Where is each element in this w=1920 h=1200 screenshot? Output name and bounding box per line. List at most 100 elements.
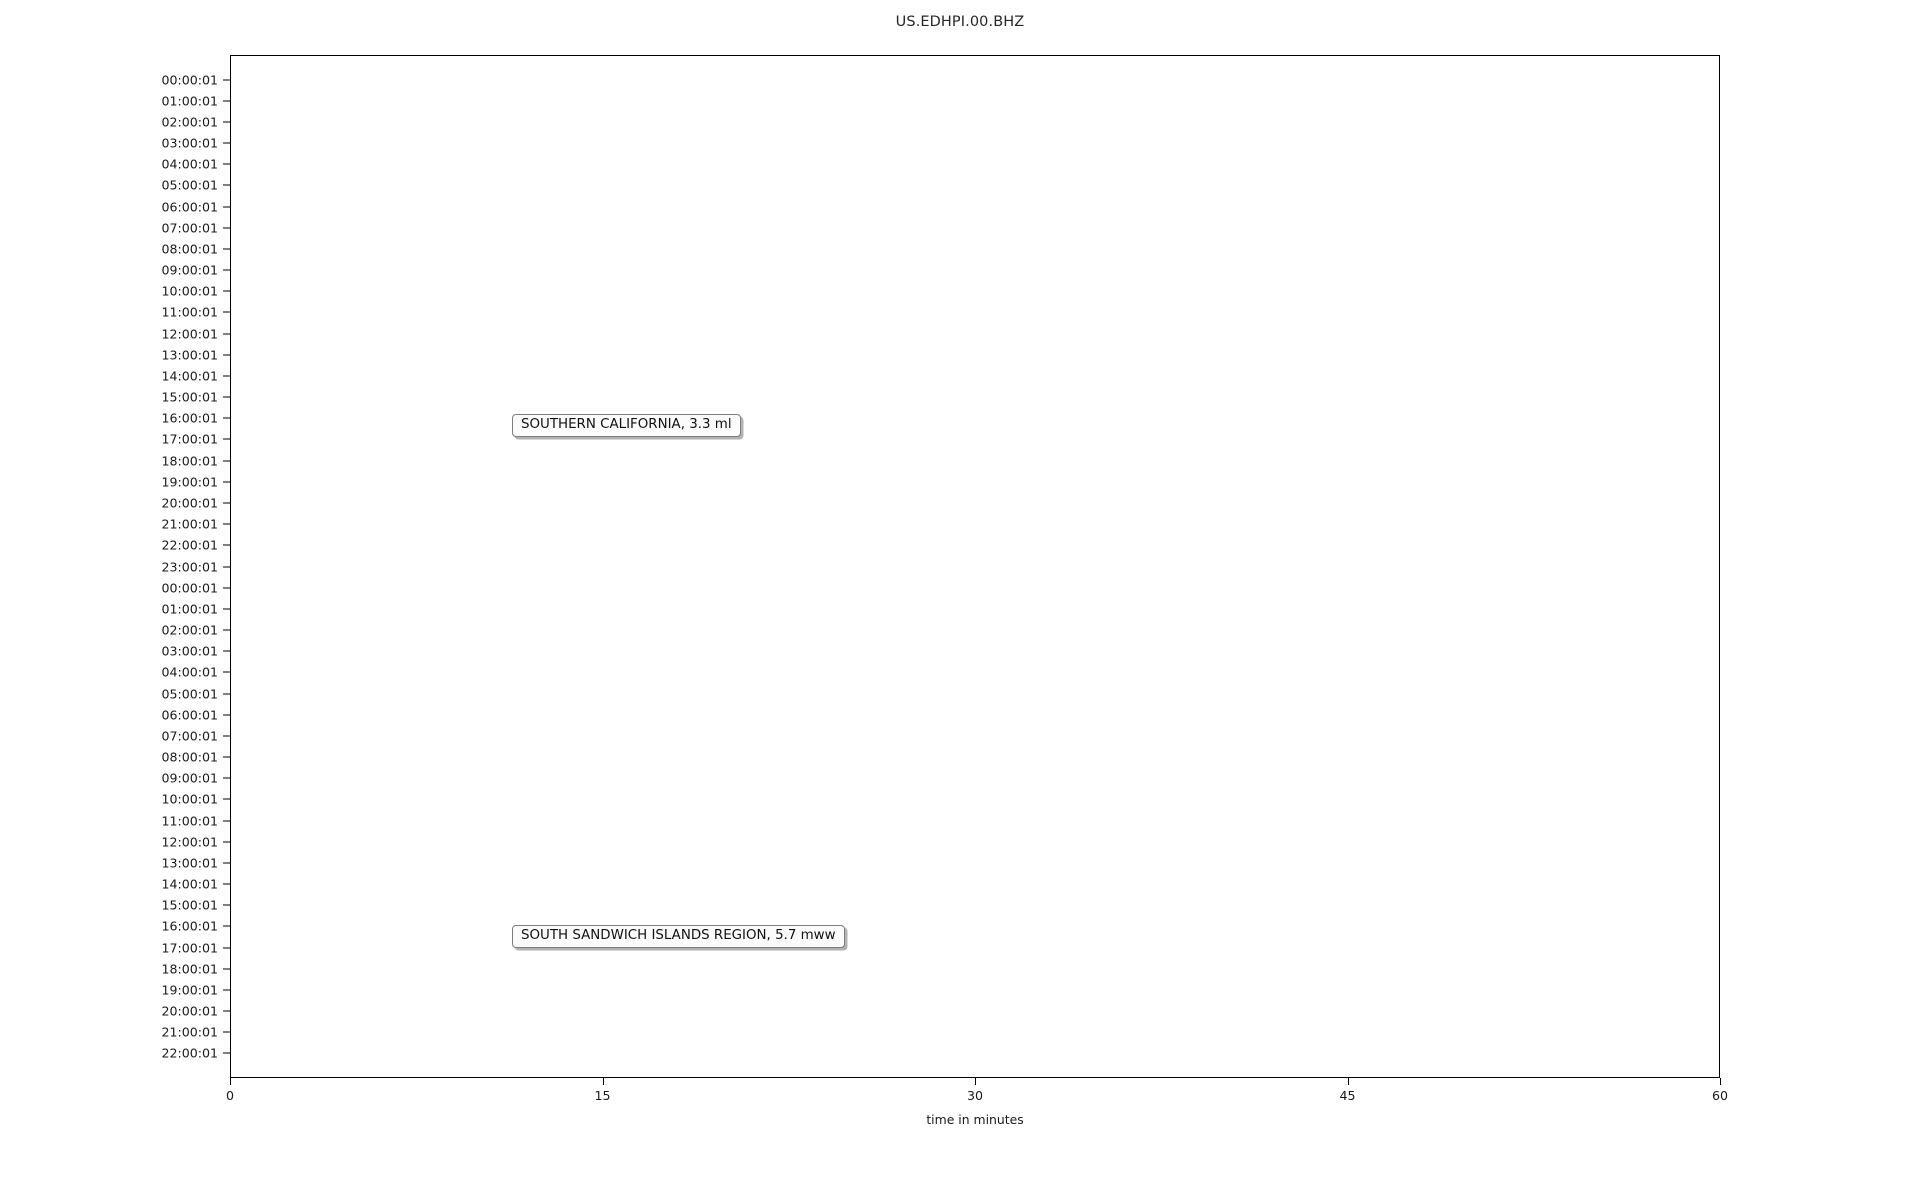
y-tick-mark — [223, 587, 230, 589]
y-tick-mark — [223, 100, 230, 102]
y-tick-label: 16:00:01 — [161, 410, 218, 426]
y-tick-label: 23:00:01 — [161, 559, 218, 574]
y-tick-mark — [223, 925, 230, 927]
y-tick-mark — [223, 417, 230, 419]
y-tick-mark — [223, 1010, 230, 1012]
y-tick-mark — [223, 883, 230, 885]
y-tick-label: 20:00:01 — [161, 495, 218, 511]
y-tick-label: 15:00:01 — [161, 389, 218, 405]
y-tick-mark — [223, 248, 230, 250]
y-tick-label: 19:00:01 — [161, 474, 218, 490]
y-tick-label: 00:00:01 — [161, 580, 218, 596]
y-tick-mark — [223, 184, 230, 186]
y-tick-label: 06:00:01 — [161, 707, 218, 723]
y-tick-label: 21:00:01 — [161, 516, 218, 532]
y-tick-label: 12:00:01 — [161, 834, 218, 850]
y-tick-label: 03:00:01 — [161, 643, 218, 659]
y-tick-label: 02:00:01 — [161, 622, 218, 638]
x-tick-mark — [602, 1078, 604, 1085]
y-tick-label: 10:00:01 — [161, 283, 218, 299]
y-tick-label: 01:00:01 — [161, 93, 218, 109]
y-tick-mark — [223, 798, 230, 800]
y-tick-mark — [223, 544, 230, 546]
y-tick-label: 09:00:01 — [161, 262, 218, 278]
y-tick-mark — [223, 311, 230, 313]
y-tick-mark — [223, 121, 230, 123]
y-tick-mark — [223, 227, 230, 229]
y-tick-label: 14:00:01 — [161, 876, 218, 892]
anno-south-sandwich[interactable]: SOUTH SANDWICH ISLANDS REGION, 5.7 mww — [512, 925, 845, 949]
y-tick-label: 18:00:01 — [161, 453, 218, 469]
x-tick-label: 60 — [1711, 1088, 1729, 1103]
y-tick-mark — [223, 693, 230, 695]
y-tick-mark — [223, 608, 230, 610]
plot-frame — [230, 55, 1720, 1078]
y-tick-label: 05:00:01 — [161, 177, 218, 193]
y-tick-label: 00:00:01 — [161, 72, 218, 88]
y-tick-mark — [223, 777, 230, 779]
y-tick-mark — [223, 333, 230, 335]
y-tick-label: 12:00:01 — [161, 326, 218, 342]
y-tick-mark — [223, 206, 230, 208]
y-tick-label: 07:00:01 — [161, 220, 218, 236]
y-tick-label: 10:00:01 — [161, 791, 218, 807]
x-tick-mark — [1347, 1078, 1349, 1085]
y-tick-label: 22:00:01 — [161, 1045, 218, 1061]
y-tick-mark — [223, 566, 230, 567]
y-tick-label: 21:00:01 — [161, 1024, 218, 1040]
x-tick-mark — [230, 1078, 231, 1085]
y-tick-mark — [223, 142, 230, 144]
page-title: US.EDHPI.00.BHZ — [895, 14, 1025, 30]
y-tick-label: 17:00:01 — [161, 940, 218, 956]
x-tick-label: 45 — [1339, 1088, 1356, 1103]
y-tick-mark — [223, 290, 230, 292]
anno-southern-california[interactable]: SOUTHERN CALIFORNIA, 3.3 ml — [512, 414, 741, 438]
y-tick-label: 13:00:01 — [161, 347, 218, 363]
y-tick-label: 15:00:01 — [161, 897, 218, 913]
y-tick-label: 17:00:01 — [161, 431, 218, 447]
y-tick-mark — [223, 438, 230, 440]
x-tick-label: 30 — [966, 1088, 984, 1103]
y-tick-label: 19:00:01 — [161, 982, 218, 998]
y-tick-label: 16:00:01 — [161, 918, 218, 934]
y-tick-mark — [223, 79, 230, 81]
y-tick-label: 08:00:01 — [161, 241, 218, 257]
y-tick-label: 14:00:01 — [161, 368, 218, 384]
y-tick-mark — [223, 629, 230, 631]
y-tick-label: 04:00:01 — [161, 664, 218, 680]
y-tick-label: 11:00:01 — [161, 813, 218, 829]
y-tick-mark — [223, 375, 230, 377]
y-tick-mark — [223, 989, 230, 991]
y-tick-mark — [223, 714, 230, 716]
y-tick-label: 13:00:01 — [161, 855, 218, 871]
y-tick-mark — [223, 968, 230, 970]
y-tick-mark — [223, 862, 230, 864]
y-tick-mark — [223, 650, 230, 652]
y-tick-mark — [223, 904, 230, 906]
y-tick-label: 04:00:01 — [161, 156, 218, 172]
y-tick-mark — [223, 735, 230, 737]
x-axis-title: time in minutes — [926, 1112, 1024, 1127]
y-tick-label: 22:00:01 — [161, 537, 218, 553]
y-tick-label: 08:00:01 — [161, 749, 218, 765]
y-tick-mark — [223, 396, 230, 398]
y-tick-mark — [223, 460, 230, 462]
y-tick-label: 18:00:01 — [161, 961, 218, 977]
y-tick-mark — [223, 354, 230, 356]
x-tick-label: 0 — [225, 1088, 235, 1103]
y-tick-label: 20:00:01 — [161, 1003, 218, 1019]
y-tick-mark — [223, 1052, 230, 1054]
y-tick-mark — [223, 163, 230, 165]
x-tick-mark — [1720, 1078, 1721, 1085]
y-tick-label: 11:00:01 — [161, 304, 218, 320]
y-tick-mark — [223, 481, 230, 483]
y-tick-label: 07:00:01 — [161, 728, 218, 744]
y-tick-mark — [223, 820, 230, 822]
x-tick-label: 15 — [594, 1088, 611, 1103]
y-tick-label: 02:00:01 — [161, 114, 218, 130]
y-tick-mark — [223, 947, 230, 949]
x-tick-mark — [975, 1078, 976, 1085]
y-tick-mark — [223, 841, 230, 843]
